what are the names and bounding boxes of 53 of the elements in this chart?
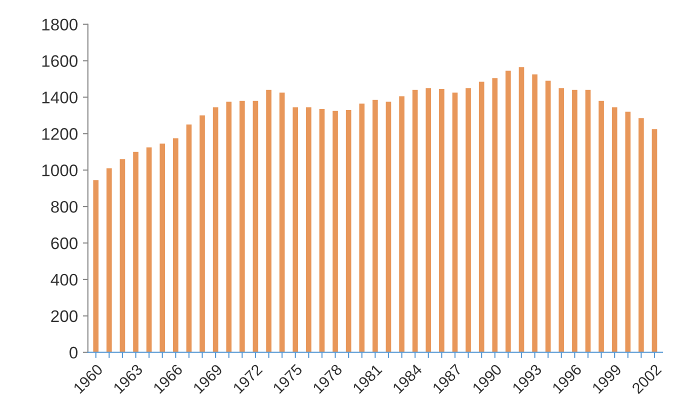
bar [240, 100, 245, 352]
bar [306, 107, 312, 352]
bar [319, 109, 325, 352]
bar [146, 147, 152, 352]
bar [466, 88, 471, 352]
bar [252, 100, 258, 352]
bar [426, 88, 432, 352]
y-tick-label: 600 [51, 237, 78, 250]
bar [120, 159, 126, 352]
bar [652, 129, 658, 352]
bar [452, 92, 458, 352]
bar [106, 168, 112, 352]
bar [160, 144, 166, 352]
bar [332, 110, 338, 352]
bar [558, 88, 564, 352]
bar [412, 90, 418, 352]
bar [133, 152, 138, 352]
bar [492, 78, 498, 352]
bar [625, 112, 631, 352]
bar [439, 89, 444, 352]
bar [266, 90, 272, 352]
bar [186, 124, 192, 352]
y-tick-label: 0 [70, 346, 78, 359]
bar [346, 110, 352, 352]
y-tick-label: 1600 [42, 55, 78, 67]
bar [279, 92, 285, 352]
bar [545, 80, 551, 352]
bar [612, 107, 618, 352]
bar [506, 70, 511, 352]
y-tick-label: 1000 [42, 164, 78, 176]
bar [200, 115, 205, 352]
bar [532, 74, 538, 352]
y-tick-label: 1800 [42, 18, 78, 31]
y-tick-label: 800 [51, 200, 78, 213]
bar [372, 100, 378, 352]
bar [292, 107, 298, 352]
bar [399, 96, 404, 352]
y-tick-label: 1200 [42, 128, 78, 140]
y-tick-label: 200 [51, 310, 78, 322]
bar [572, 90, 578, 352]
y-tick-label: 400 [50, 274, 78, 286]
bar [212, 107, 218, 352]
bar [173, 138, 178, 352]
bar [386, 102, 392, 352]
bar [226, 102, 232, 352]
bar [598, 100, 604, 352]
bar [638, 118, 644, 352]
bar [359, 104, 365, 352]
bar [478, 82, 484, 352]
bar [585, 90, 591, 352]
y-tick-label: 1400 [42, 92, 78, 104]
bar [518, 67, 524, 352]
bar [93, 180, 99, 352]
